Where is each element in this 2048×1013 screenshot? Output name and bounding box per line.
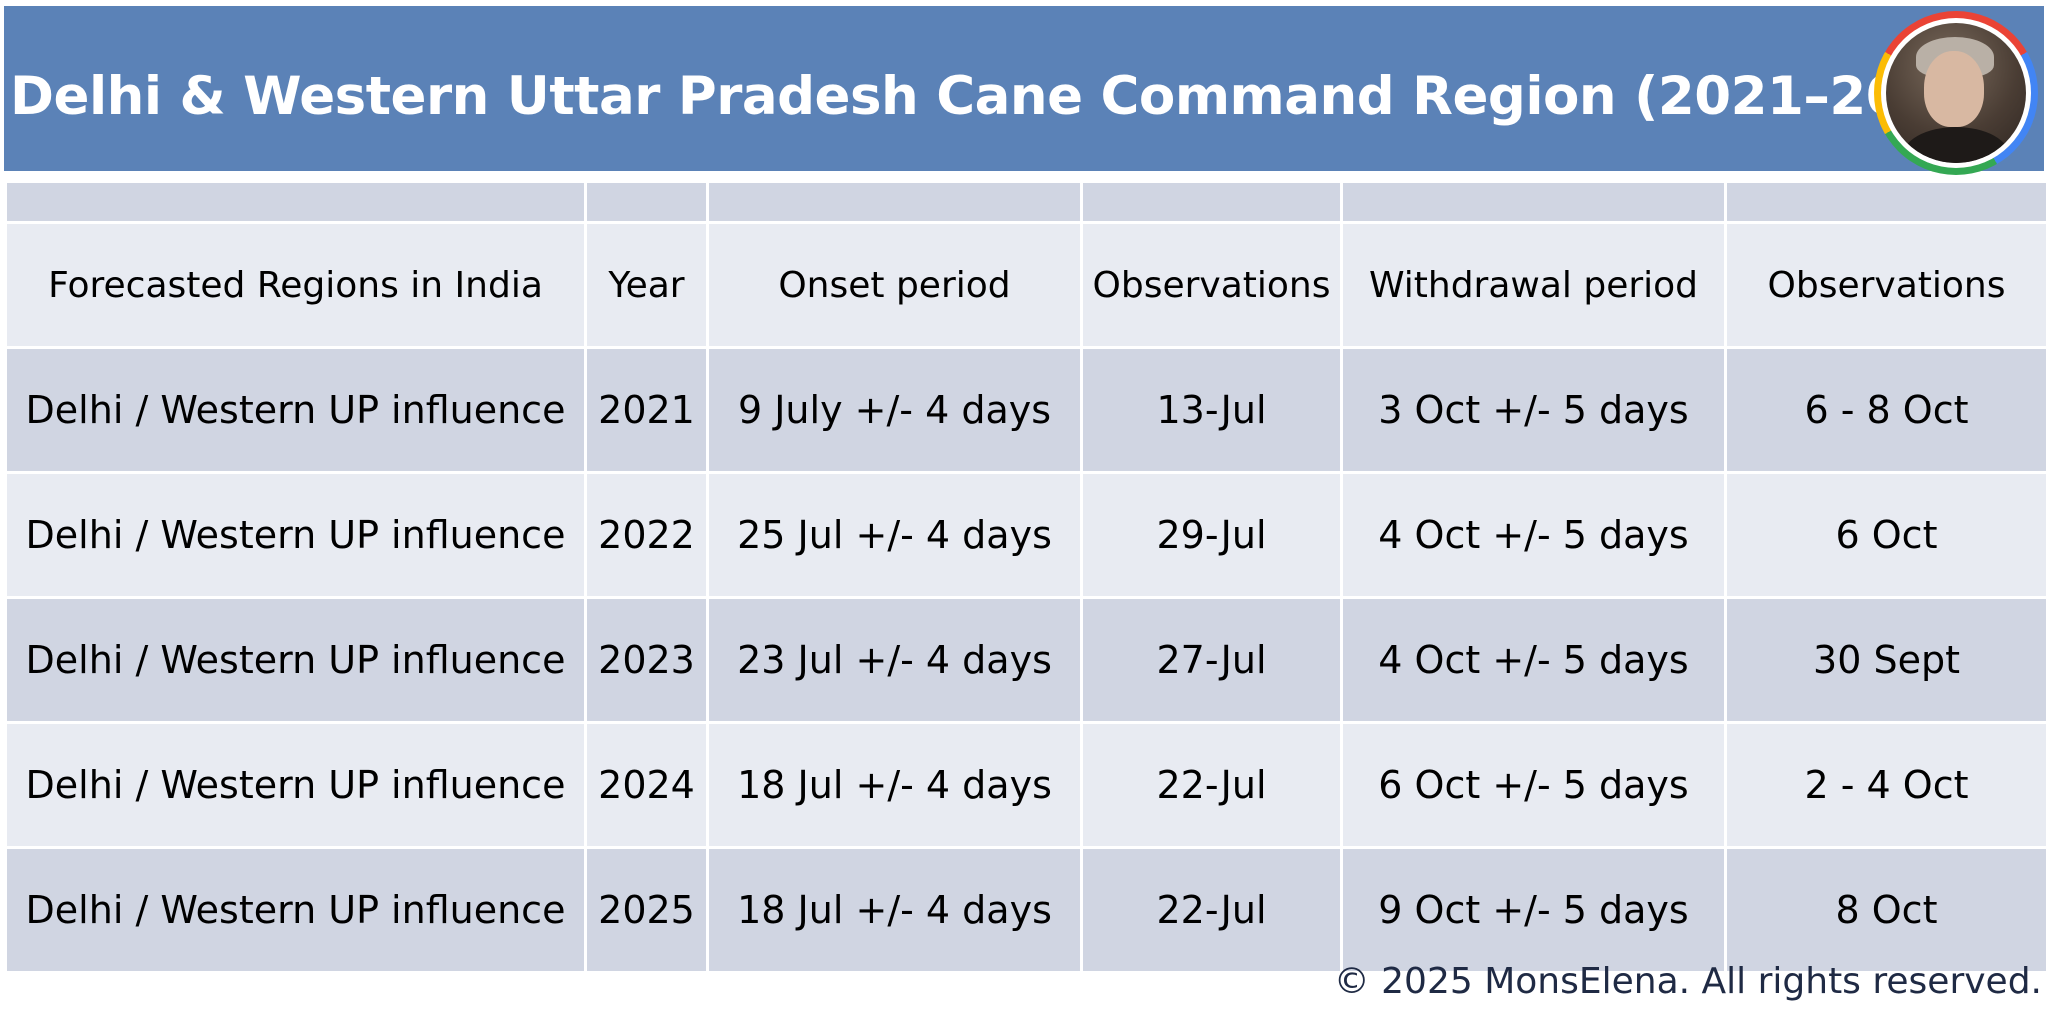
- year-cell: 2022: [584, 471, 709, 599]
- onset-period-cell: 9 July +/- 4 days: [706, 346, 1083, 474]
- table-row: Delhi / Western UP influence 2025 18 Jul…: [4, 846, 2048, 974]
- withdrawal-period-cell: 3 Oct +/- 5 days: [1340, 346, 1727, 474]
- region-cell: Delhi / Western UP influence: [4, 596, 587, 724]
- withdrawal-period-cell: 4 Oct +/- 5 days: [1340, 471, 1727, 599]
- spacer-cell: [1340, 180, 1727, 224]
- withdrawal-period-cell: 6 Oct +/- 5 days: [1340, 721, 1727, 849]
- user-avatar-photo-icon: [1886, 23, 2026, 163]
- onset-observation-cell: 27-Jul: [1080, 596, 1343, 724]
- year-cell: 2025: [584, 846, 709, 974]
- onset-period-cell: 25 Jul +/- 4 days: [706, 471, 1083, 599]
- table-spacer-row: [4, 180, 2048, 224]
- title-banner: Delhi & Western Uttar Pradesh Cane Comma…: [4, 6, 2044, 175]
- year-cell: 2023: [584, 596, 709, 724]
- withdrawal-observation-cell: 6 - 8 Oct: [1724, 346, 2048, 474]
- avatar-face: [1924, 51, 1984, 127]
- table-row: Delhi / Western UP influence 2021 9 July…: [4, 346, 2048, 474]
- copyright-notice: © 2025 MonsElena. All rights reserved.: [1333, 961, 2042, 1002]
- withdrawal-observation-cell: 6 Oct: [1724, 471, 2048, 599]
- onset-observation-cell: 22-Jul: [1080, 846, 1343, 974]
- monsoon-table: Forecasted Regions in India Year Onset p…: [4, 180, 2048, 974]
- header-cell: Onset period: [706, 221, 1083, 349]
- spacer-cell: [706, 180, 1083, 224]
- year-cell: 2021: [584, 346, 709, 474]
- region-cell: Delhi / Western UP influence: [4, 346, 587, 474]
- withdrawal-observation-cell: 2 - 4 Oct: [1724, 721, 2048, 849]
- withdrawal-period-cell: 9 Oct +/- 5 days: [1340, 846, 1727, 974]
- page-title: Delhi & Western Uttar Pradesh Cane Comma…: [10, 66, 1999, 127]
- avatar: [1874, 11, 2038, 175]
- spacer-cell: [4, 180, 587, 224]
- table-row: Delhi / Western UP influence 2024 18 Jul…: [4, 721, 2048, 849]
- table-header-row: Forecasted Regions in India Year Onset p…: [4, 221, 2048, 349]
- spacer-cell: [1724, 180, 2048, 224]
- region-cell: Delhi / Western UP influence: [4, 471, 587, 599]
- onset-observation-cell: 22-Jul: [1080, 721, 1343, 849]
- onset-observation-cell: 29-Jul: [1080, 471, 1343, 599]
- onset-observation-cell: 13-Jul: [1080, 346, 1343, 474]
- header-cell: Observations: [1080, 221, 1343, 349]
- onset-period-cell: 23 Jul +/- 4 days: [706, 596, 1083, 724]
- withdrawal-observation-cell: 30 Sept: [1724, 596, 2048, 724]
- header-cell: Year: [584, 221, 709, 349]
- spacer-cell: [584, 180, 709, 224]
- region-cell: Delhi / Western UP influence: [4, 721, 587, 849]
- header-cell: Observations: [1724, 221, 2048, 349]
- year-cell: 2024: [584, 721, 709, 849]
- withdrawal-period-cell: 4 Oct +/- 5 days: [1340, 596, 1727, 724]
- region-cell: Delhi / Western UP influence: [4, 846, 587, 974]
- header-cell: Withdrawal period: [1340, 221, 1727, 349]
- header-cell: Forecasted Regions in India: [4, 221, 587, 349]
- withdrawal-observation-cell: 8 Oct: [1724, 846, 2048, 974]
- avatar-body: [1902, 127, 2010, 163]
- table-row: Delhi / Western UP influence 2022 25 Jul…: [4, 471, 2048, 599]
- onset-period-cell: 18 Jul +/- 4 days: [706, 721, 1083, 849]
- onset-period-cell: 18 Jul +/- 4 days: [706, 846, 1083, 974]
- spacer-cell: [1080, 180, 1343, 224]
- table-row: Delhi / Western UP influence 2023 23 Jul…: [4, 596, 2048, 724]
